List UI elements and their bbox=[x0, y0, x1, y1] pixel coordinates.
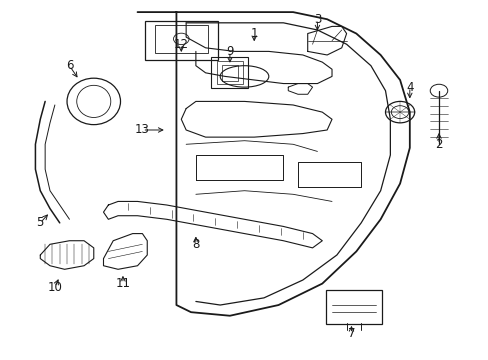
Text: 3: 3 bbox=[313, 13, 321, 26]
Text: 6: 6 bbox=[65, 59, 73, 72]
Text: 12: 12 bbox=[173, 38, 188, 51]
Text: 9: 9 bbox=[226, 45, 233, 58]
Text: 1: 1 bbox=[250, 27, 258, 40]
Text: 10: 10 bbox=[47, 281, 62, 294]
Text: 11: 11 bbox=[115, 277, 130, 290]
Text: 2: 2 bbox=[434, 138, 442, 151]
Text: 13: 13 bbox=[135, 123, 149, 136]
Text: 5: 5 bbox=[37, 216, 44, 229]
Text: 7: 7 bbox=[347, 327, 354, 340]
Text: 4: 4 bbox=[405, 81, 413, 94]
Text: 8: 8 bbox=[192, 238, 199, 251]
